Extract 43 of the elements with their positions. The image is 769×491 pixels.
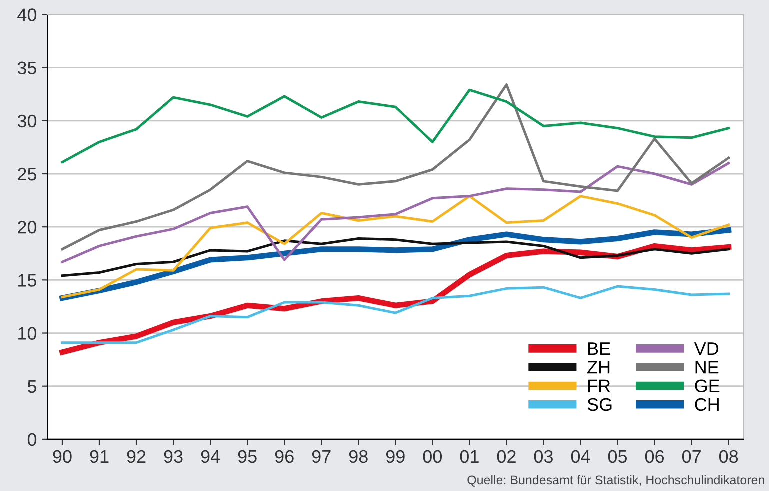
legend-label: NE bbox=[696, 361, 719, 374]
x-tick-label: 04 bbox=[571, 450, 590, 464]
y-tick-label: 30 bbox=[18, 114, 37, 128]
x-tick-label: 95 bbox=[238, 450, 257, 464]
legend-label: CH bbox=[695, 398, 719, 412]
y-tick-label: 10 bbox=[18, 327, 37, 340]
legend-label: BE bbox=[588, 342, 610, 356]
x-tick-label: 06 bbox=[645, 450, 664, 464]
x-tick-label: 03 bbox=[534, 450, 553, 464]
legend-label: SG bbox=[588, 398, 612, 412]
x-tick-label: 91 bbox=[90, 450, 109, 464]
legend-label: ZH bbox=[588, 361, 610, 374]
line-series bbox=[61, 84, 730, 251]
line-series bbox=[61, 195, 730, 298]
x-tick-label: 00 bbox=[423, 450, 442, 464]
x-tick-label: 98 bbox=[349, 450, 368, 464]
x-tick-label: 02 bbox=[497, 450, 516, 464]
x-tick-label: 08 bbox=[719, 450, 738, 464]
y-tick-label: 35 bbox=[18, 62, 37, 75]
x-tick-label: 99 bbox=[386, 450, 405, 464]
x-tick-label: 92 bbox=[127, 450, 146, 464]
y-tick-label: 25 bbox=[18, 168, 37, 181]
x-tick-label: 93 bbox=[164, 450, 183, 464]
y-tick-label: 40 bbox=[18, 8, 37, 22]
line-series bbox=[61, 285, 730, 344]
line-series bbox=[61, 238, 730, 278]
x-tick-label: 90 bbox=[53, 450, 72, 464]
legend-label: GE bbox=[695, 380, 720, 392]
y-tick-label: 20 bbox=[18, 221, 37, 234]
legend-label: VD bbox=[694, 342, 719, 356]
x-tick-label: 07 bbox=[682, 450, 701, 464]
line-series bbox=[61, 162, 730, 264]
line-series bbox=[61, 88, 730, 164]
x-tick-label: 05 bbox=[608, 450, 628, 464]
x-tick-label: 94 bbox=[201, 450, 220, 464]
source-note: Quelle: Bundesamt für Statistik, Hochschulindikatoren bbox=[468, 475, 764, 487]
y-tick-label: 5 bbox=[28, 380, 37, 394]
y-tick-label: 0 bbox=[28, 433, 37, 446]
x-tick-label: 97 bbox=[312, 450, 331, 464]
x-tick-label: 01 bbox=[460, 450, 479, 464]
y-tick-label: 15 bbox=[18, 274, 37, 287]
legend-label: FR bbox=[588, 380, 610, 392]
x-tick-label: 96 bbox=[275, 450, 294, 464]
